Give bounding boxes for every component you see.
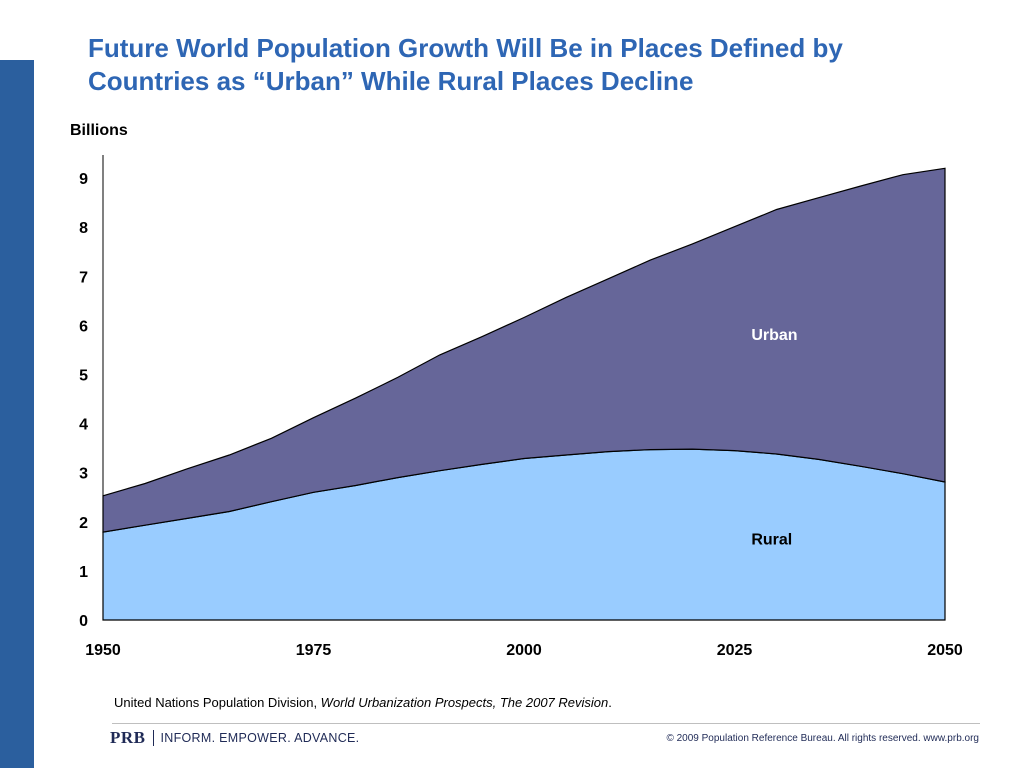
source-publication: World Urbanization Prospects, The 2007 R… [320, 695, 609, 710]
footer-copyright: © 2009 Population Reference Bureau. All … [666, 733, 979, 744]
x-tick-label: 2000 [506, 642, 542, 659]
x-tick-label: 2050 [927, 642, 963, 659]
series-label-urban: Urban [751, 327, 797, 344]
y-tick-label: 5 [79, 368, 88, 385]
x-tick-label: 2025 [717, 642, 753, 659]
slide-title-line-1: Future World Population Growth Will Be i… [88, 33, 843, 63]
y-axis-label: Billions [70, 122, 128, 139]
y-tick-label: 1 [79, 564, 88, 581]
y-tick-label: 7 [79, 269, 88, 286]
slide-title-line-2: Countries as “Urban” While Rural Places … [88, 66, 694, 96]
footer-tagline: INFORM. EMPOWER. ADVANCE. [160, 731, 360, 745]
series-label-rural: Rural [751, 532, 792, 549]
footer-branding: PRB INFORM. EMPOWER. ADVANCE. [110, 728, 360, 747]
prb-logo: PRB [110, 728, 146, 747]
y-tick-label: 3 [79, 466, 88, 483]
side-accent-bar [0, 60, 34, 768]
y-tick-label: 4 [79, 417, 88, 434]
source-citation: United Nations Population Division, Worl… [114, 695, 612, 710]
x-tick-label: 1975 [296, 642, 332, 659]
footer-divider [112, 723, 980, 724]
y-tick-label: 9 [79, 171, 88, 188]
slide-title: Future World Population Growth Will Be i… [88, 32, 988, 98]
x-tick-label: 1950 [85, 642, 121, 659]
logo-divider [152, 730, 154, 746]
y-tick-label: 2 [79, 515, 88, 532]
y-tick-label: 0 [79, 613, 88, 630]
y-tick-label: 6 [79, 318, 88, 335]
source-suffix: . [608, 695, 612, 710]
area-urban [102, 167, 946, 533]
source-prefix: United Nations Population Division, [114, 695, 321, 710]
y-tick-label: 8 [79, 220, 88, 237]
